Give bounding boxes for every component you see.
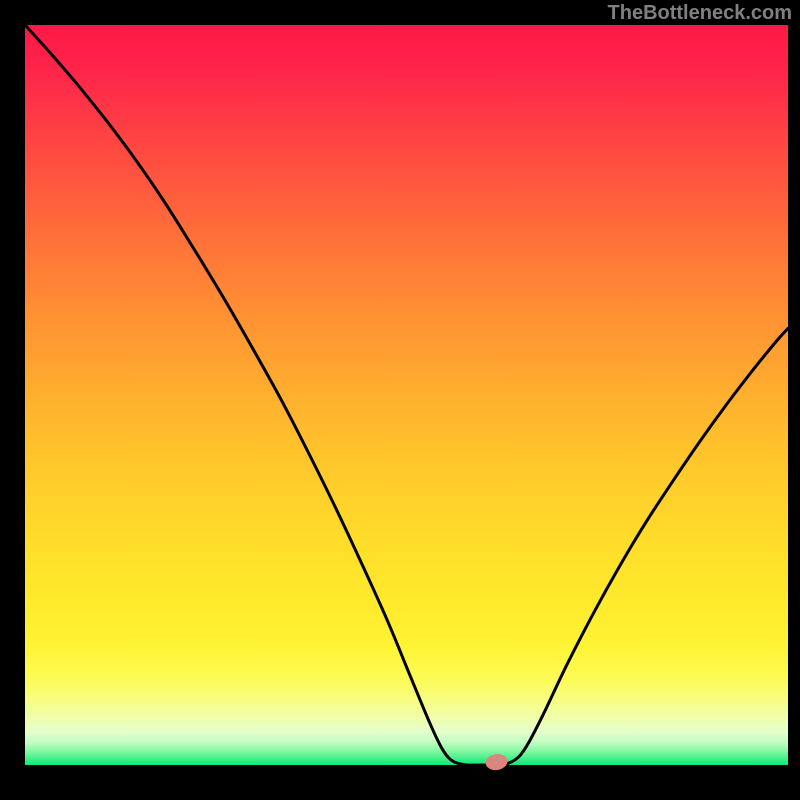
bottleneck-chart-svg [0,0,800,800]
plot-background [25,25,788,765]
chart-stage: TheBottleneck.com [0,0,800,800]
